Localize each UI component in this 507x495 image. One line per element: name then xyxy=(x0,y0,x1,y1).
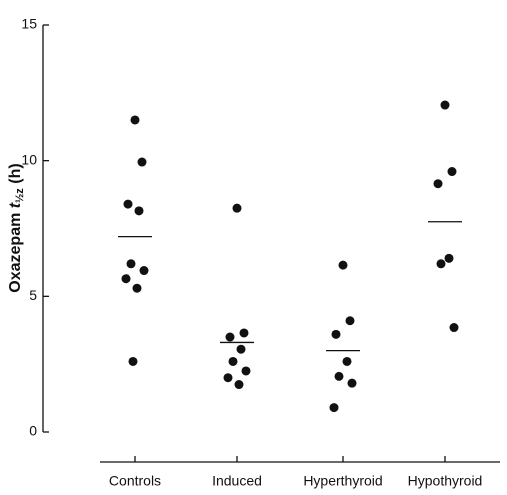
data-point xyxy=(139,266,149,276)
y-label-symbol: t xyxy=(7,202,24,208)
data-point xyxy=(132,283,142,293)
y-axis-label: Oxazepam t½z (h) xyxy=(7,163,26,292)
data-point xyxy=(128,356,138,366)
data-point xyxy=(130,115,140,125)
data-point xyxy=(121,274,131,284)
data-point xyxy=(329,403,339,413)
data-point xyxy=(345,316,355,326)
data-point xyxy=(225,332,235,342)
data-point xyxy=(232,203,242,213)
y-label-unit: (h) xyxy=(7,163,24,183)
y-label-text: Oxazepam xyxy=(7,213,24,293)
data-point xyxy=(223,373,233,383)
data-point xyxy=(449,323,459,333)
data-point xyxy=(234,380,244,390)
data-point xyxy=(239,328,249,338)
data-point xyxy=(126,259,136,269)
data-point xyxy=(236,344,246,354)
x-tick-label: Hypothyroid xyxy=(408,473,483,489)
x-tick-label: Induced xyxy=(212,473,262,489)
y-label-subscript: ½z xyxy=(14,188,26,203)
x-tick-label: Controls xyxy=(109,473,161,489)
data-point xyxy=(137,157,147,167)
data-point xyxy=(342,356,352,366)
data-point xyxy=(334,371,344,381)
y-tick-label: 10 xyxy=(21,151,37,167)
data-point xyxy=(440,100,450,110)
data-point xyxy=(134,206,144,216)
y-tick-label: 15 xyxy=(21,16,37,32)
data-point xyxy=(447,167,457,177)
data-point xyxy=(331,329,341,339)
data-point xyxy=(444,253,454,263)
data-point xyxy=(228,356,238,366)
y-tick-label: 0 xyxy=(29,423,37,439)
data-point xyxy=(436,259,446,269)
data-point xyxy=(433,179,443,189)
x-tick-label: Hyperthyroid xyxy=(303,473,382,489)
data-point xyxy=(123,199,133,209)
data-point xyxy=(241,366,251,376)
data-point xyxy=(347,378,357,388)
data-point xyxy=(338,260,348,270)
y-tick-label: 5 xyxy=(29,287,37,303)
